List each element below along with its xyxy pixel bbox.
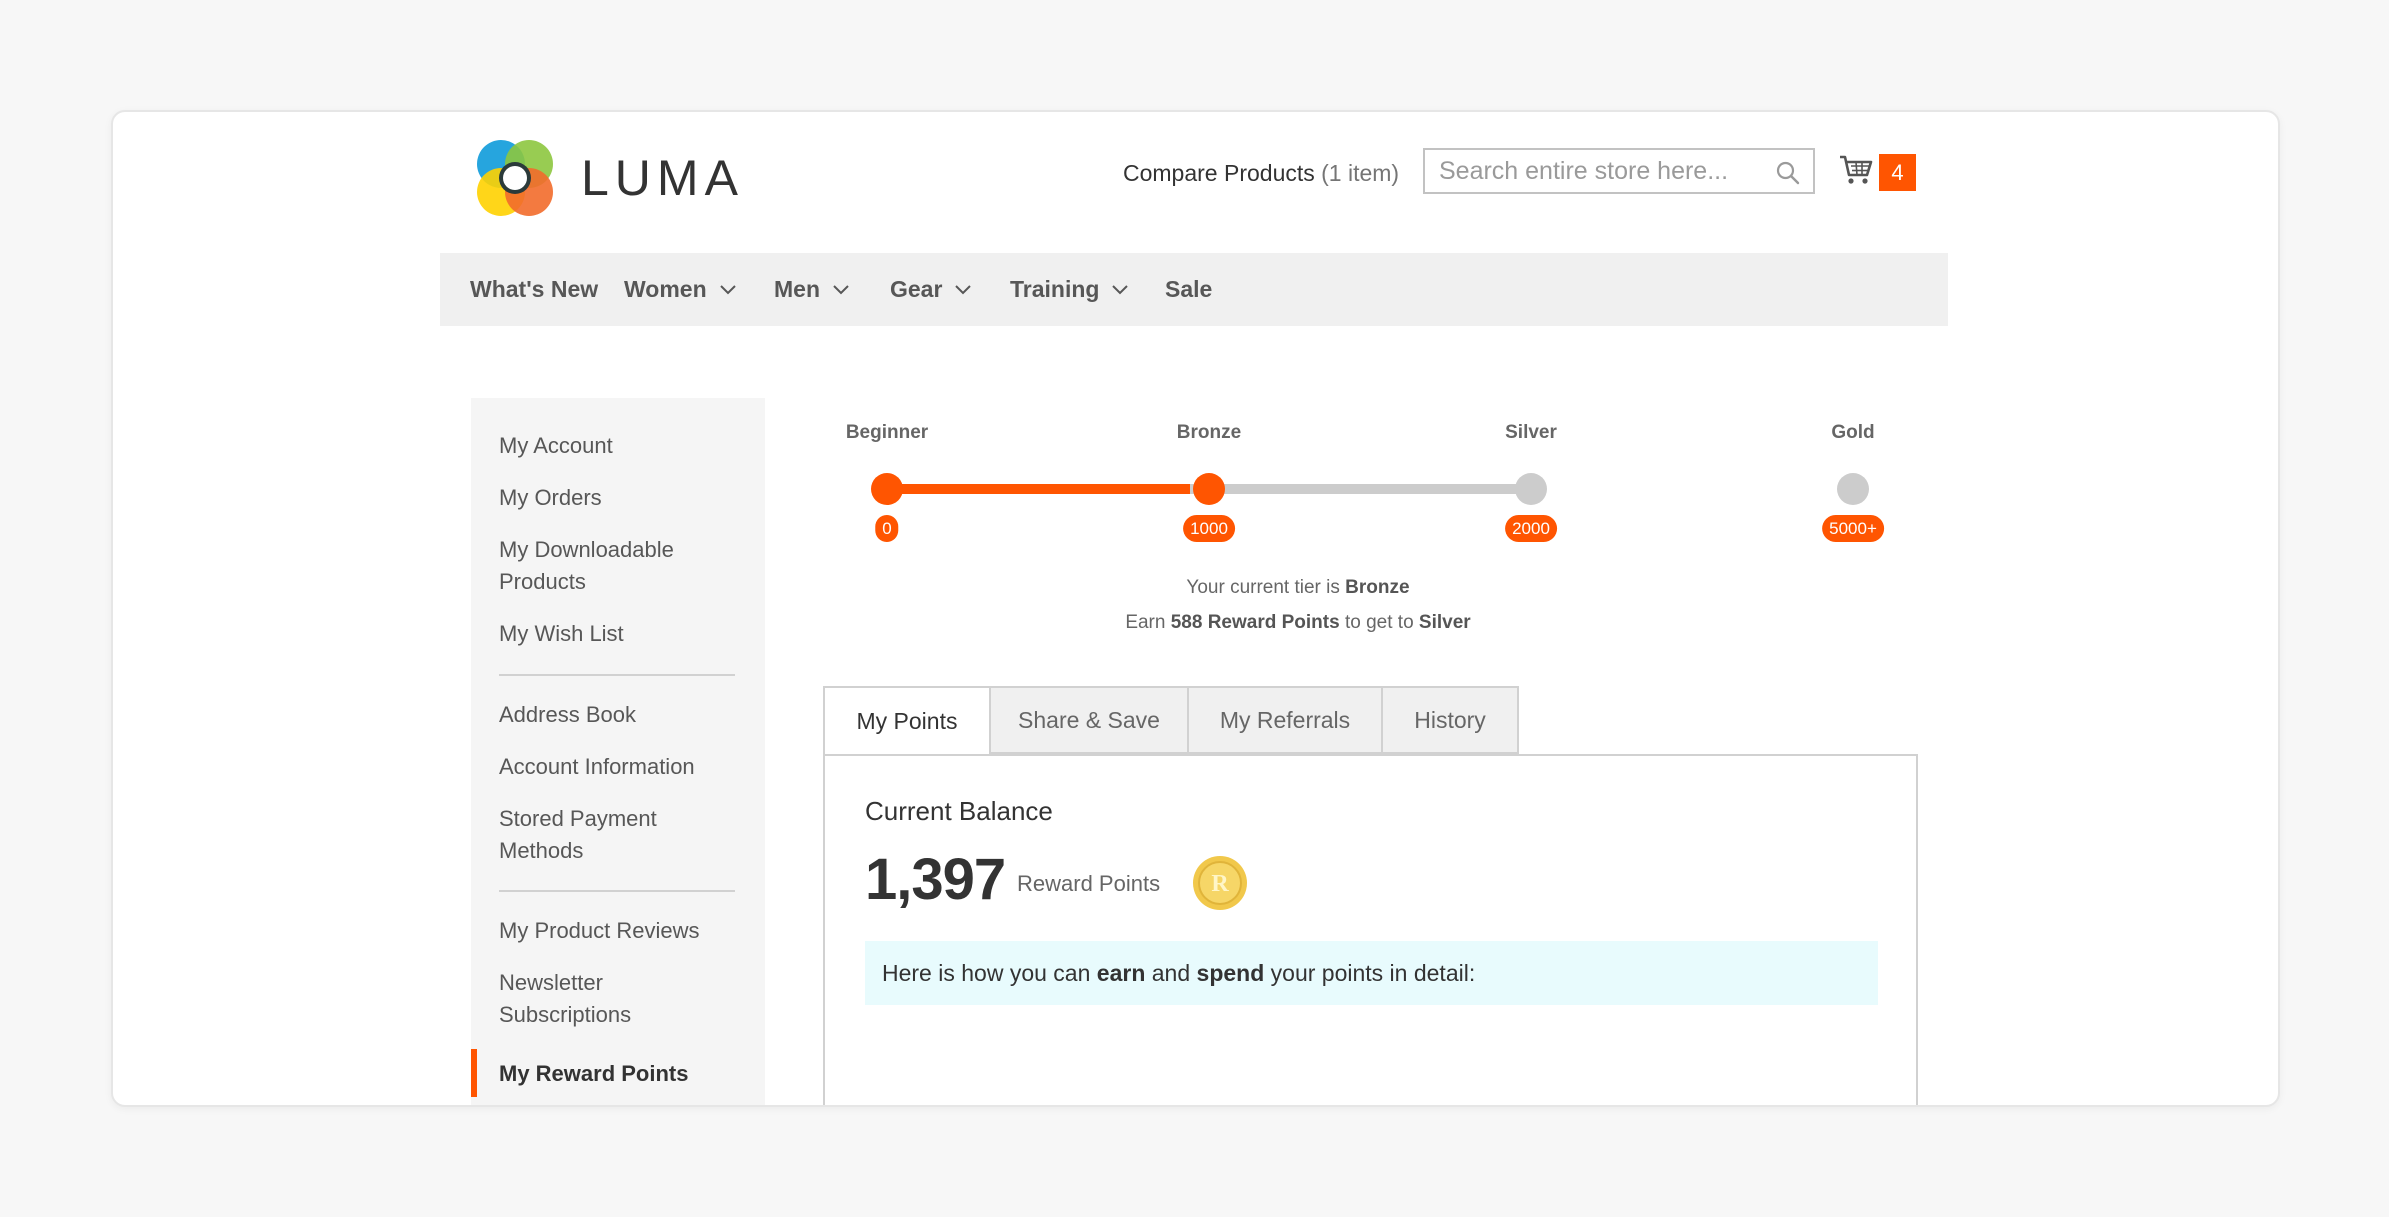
tier-dot-beginner <box>871 473 903 505</box>
sidebar-item-my-orders[interactable]: My Orders <box>499 485 602 510</box>
current-tier-message: Your current tier is Bronze <box>713 577 1883 599</box>
earn-middle: to get to <box>1344 612 1414 633</box>
next-tier-message: Earn 588 Reward Points to get to Silver <box>713 612 1883 634</box>
search-box <box>1423 148 1815 194</box>
sidebar-active-indicator <box>471 1049 477 1097</box>
brand-name: LUMA <box>581 150 744 206</box>
nav-item-men[interactable]: Men <box>774 253 850 326</box>
sidebar-item-my-reward-points[interactable]: My Reward Points <box>499 1061 689 1086</box>
earn-prefix: Earn <box>1125 612 1166 633</box>
main-nav: What's New Women Men Gear Training Sale <box>440 253 1948 326</box>
tier-threshold-gold: 5000+ <box>1822 515 1884 542</box>
current-tier-prefix: Your current tier is <box>1186 577 1340 598</box>
cart-icon[interactable] <box>1838 152 1874 188</box>
nav-item-gear[interactable]: Gear <box>890 253 972 326</box>
compare-products-link[interactable]: Compare Products (1 item) <box>1123 160 1399 187</box>
current-balance-unit: Reward Points <box>1017 871 1161 896</box>
my-points-panel: Current Balance 1,397 Reward Points R He… <box>823 754 1918 1105</box>
nav-item-sale[interactable]: Sale <box>1165 253 1212 326</box>
nav-item-whats-new[interactable]: What's New <box>470 253 598 326</box>
nav-item-label: What's New <box>470 276 599 302</box>
current-balance-title: Current Balance <box>865 796 1053 826</box>
compare-count: (1 item) <box>1321 160 1400 186</box>
tier-label-bronze: Bronze <box>1176 422 1242 443</box>
sidebar-divider <box>499 890 735 892</box>
current-tier-name: Bronze <box>1345 577 1410 598</box>
tab-my-points[interactable]: My Points <box>823 686 991 756</box>
chevron-down-icon <box>833 284 849 294</box>
tier-label-gold: Gold <box>1831 422 1875 443</box>
coin-letter: R <box>1211 871 1229 897</box>
tier-threshold-bronze: 1000 <box>1183 515 1235 542</box>
tier-threshold-silver: 2000 <box>1505 515 1557 542</box>
info-text: your points in detail: <box>1270 960 1476 986</box>
tab-share-and-save[interactable]: Share & Save <box>989 686 1189 754</box>
earn-spend-info: Here is how you can earn and spend your … <box>865 941 1878 1005</box>
sidebar-item-newsletter-subscriptions[interactable]: Newsletter Subscriptions <box>499 970 632 1027</box>
nav-item-label: Men <box>774 276 820 302</box>
nav-item-training[interactable]: Training <box>1010 253 1129 326</box>
sidebar-item-account-information[interactable]: Account Information <box>499 754 695 779</box>
tier-dot-bronze <box>1193 473 1225 505</box>
tier-dot-silver <box>1515 473 1547 505</box>
sidebar-item-my-downloadable-products[interactable]: My Downloadable Products <box>499 537 674 594</box>
chevron-down-icon <box>719 284 736 294</box>
tier-progress-fill <box>886 484 1190 494</box>
info-earn: earn <box>1096 960 1146 986</box>
tab-history[interactable]: History <box>1381 686 1519 754</box>
sidebar-item-stored-payment-methods[interactable]: Stored Payment Methods <box>499 806 657 863</box>
tier-dot-gold <box>1837 473 1869 505</box>
reward-coin-icon: R <box>1193 856 1247 910</box>
nav-item-label: Sale <box>1165 276 1213 302</box>
sidebar-item-my-account[interactable]: My Account <box>499 433 613 458</box>
luma-logo-icon <box>477 140 553 216</box>
account-sidebar: My Account My Orders My Downloadable Pro… <box>471 398 765 1105</box>
info-text: Here is how you can <box>882 960 1091 986</box>
cart-count-badge[interactable]: 4 <box>1879 154 1916 191</box>
sidebar-divider <box>499 674 735 676</box>
earn-points: 588 Reward Points <box>1170 612 1340 633</box>
info-text: and <box>1151 960 1191 986</box>
nav-item-label: Training <box>1010 276 1100 302</box>
search-input[interactable] <box>1425 150 1773 192</box>
nav-item-women[interactable]: Women <box>624 253 737 326</box>
tier-label-beginner: Beginner <box>845 422 929 443</box>
compare-label: Compare Products <box>1123 160 1315 186</box>
tier-threshold-beginner: 0 <box>875 515 899 542</box>
info-spend: spend <box>1196 960 1265 986</box>
luma-logo[interactable]: LUMA <box>473 136 744 220</box>
chevron-down-icon <box>955 284 972 294</box>
sidebar-item-my-product-reviews[interactable]: My Product Reviews <box>499 918 700 943</box>
sidebar-item-my-wish-list[interactable]: My Wish List <box>499 621 624 646</box>
tier-label-silver: Silver <box>1505 422 1557 443</box>
current-balance-value: 1,397 <box>865 847 1006 912</box>
nav-item-label: Women <box>624 276 707 302</box>
next-tier-name: Silver <box>1418 612 1471 633</box>
nav-item-label: Gear <box>890 276 943 302</box>
tab-my-referrals[interactable]: My Referrals <box>1187 686 1383 754</box>
chevron-down-icon <box>1112 284 1129 294</box>
page-card: LUMA Compare Products (1 item) 4 What's … <box>111 110 2280 1107</box>
sidebar-item-address-book[interactable]: Address Book <box>499 702 636 727</box>
search-icon[interactable] <box>1775 160 1801 186</box>
